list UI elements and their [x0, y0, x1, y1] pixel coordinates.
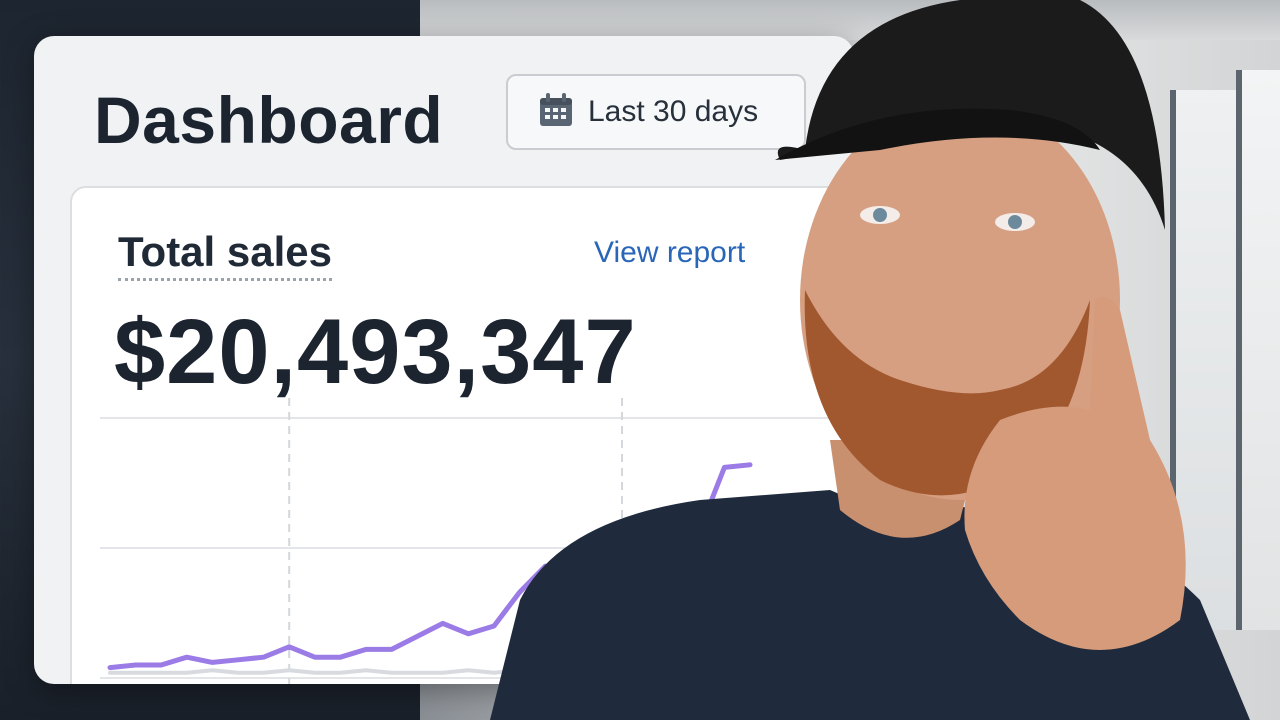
background-window — [1236, 70, 1280, 630]
sales-line-chart — [100, 398, 840, 684]
total-sales-card: Total sales View report $20,493,347 — [70, 186, 854, 684]
date-range-button[interactable]: Last 30 days — [506, 74, 806, 150]
metric-title: Total sales — [118, 228, 332, 281]
date-range-label: Last 30 days — [588, 95, 759, 128]
metric-value: $20,493,347 — [114, 301, 637, 403]
background-window — [1170, 90, 1236, 630]
series-line-comparison — [108, 668, 752, 675]
dashboard-panel: Dashboard Last 30 days Total sales View … — [34, 36, 854, 684]
series-line-sales — [107, 462, 753, 671]
calendar-icon — [538, 92, 574, 133]
view-report-link[interactable]: View report — [594, 236, 746, 269]
background-ceiling — [420, 0, 1280, 40]
page-title: Dashboard — [94, 83, 444, 157]
